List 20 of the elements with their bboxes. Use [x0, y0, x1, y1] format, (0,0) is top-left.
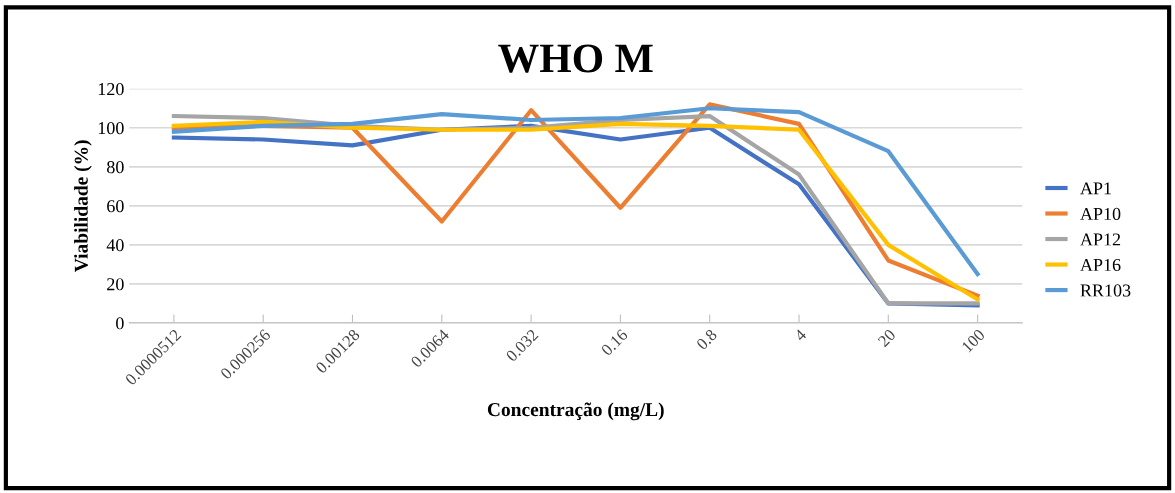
y-tick-label: 100	[98, 122, 124, 135]
x-tick-label: 0.16	[600, 328, 629, 357]
y-axis-title: Viabilidade (%)	[74, 140, 92, 272]
x-tick-label: 0.8	[695, 328, 718, 351]
x-tick-label: 4	[793, 328, 807, 342]
legend-label: AP10	[1080, 207, 1121, 221]
y-tick-label: 120	[98, 83, 124, 96]
y-tick-label: 0	[116, 317, 124, 330]
y-tick-label: 20	[107, 278, 124, 291]
chart-title: WHO M	[498, 44, 653, 73]
legend-label: RR103	[1080, 284, 1131, 297]
y-tick-label: 40	[106, 239, 124, 252]
legend-label: AP16	[1080, 258, 1121, 272]
x-axis-title: Concentração (mg/L)	[487, 402, 664, 421]
y-tick-label: 80	[107, 161, 124, 174]
legend-label: AP1	[1080, 182, 1111, 195]
x-tick-label: 20	[877, 328, 897, 348]
legend-label: AP12	[1080, 233, 1121, 246]
x-tick-label: 100	[961, 328, 986, 353]
y-tick-label: 60	[107, 200, 124, 213]
